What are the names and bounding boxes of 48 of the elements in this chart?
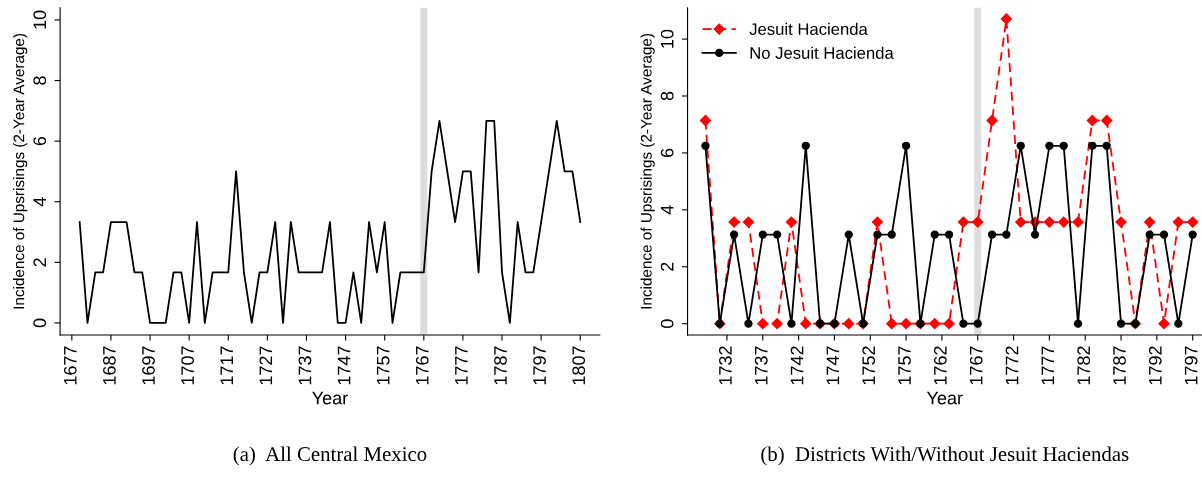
y-tick-label: 0 bbox=[660, 319, 674, 328]
x-tick-label: 1777 bbox=[455, 346, 468, 385]
x-tick-label: 1677 bbox=[63, 346, 77, 385]
legend-label: Jesuit Hacienda bbox=[749, 22, 868, 36]
legend-label: No Jesuit Hacienda bbox=[750, 46, 894, 59]
x-tick-label: 1697 bbox=[142, 346, 155, 385]
x-tick-label: 1807 bbox=[572, 346, 586, 385]
y-tick-label: 6 bbox=[33, 136, 47, 146]
x-axis-title: Year bbox=[926, 391, 963, 405]
x-tick-label: 1777 bbox=[1041, 346, 1055, 385]
x-tick-label: 1747 bbox=[826, 346, 840, 385]
x-tick-label: 1762 bbox=[933, 346, 947, 385]
y-tick-label: 8 bbox=[33, 76, 47, 85]
y-tick-label: 0 bbox=[33, 318, 47, 328]
y-tick-label: 4 bbox=[33, 197, 46, 207]
y-tick-label: 2 bbox=[33, 258, 46, 267]
x-tick-label: 1797 bbox=[533, 346, 546, 385]
x-tick-label: 1737 bbox=[754, 346, 768, 385]
y-axis-title: Incidence of Upsrisings (2-Year Average) bbox=[13, 33, 28, 309]
text: (b) Districts With/Without Jesuit Haciendas bbox=[761, 446, 1129, 466]
x-tick-label: 1757 bbox=[376, 346, 390, 385]
x-tick-label: 1782 bbox=[1077, 346, 1091, 385]
x-tick-label: 1732 bbox=[719, 346, 732, 385]
x-tick-label: 1742 bbox=[790, 346, 804, 385]
y-tick-label: 2 bbox=[660, 262, 674, 271]
x-tick-label: 1787 bbox=[494, 346, 507, 385]
x-tick-label: 1787 bbox=[1113, 346, 1126, 385]
x-tick-label: 1707 bbox=[181, 346, 195, 385]
y-tick-label: 4 bbox=[660, 205, 674, 215]
text: (a) All Central Mexico bbox=[233, 446, 427, 466]
x-tick-label: 1752 bbox=[862, 346, 876, 385]
x-tick-label: 1727 bbox=[259, 346, 273, 385]
x-tick-label: 1717 bbox=[220, 346, 233, 385]
x-tick-label: 1737 bbox=[298, 346, 312, 385]
y-axis-title: Incidence of Upsrisings (2-Year Average) bbox=[640, 33, 655, 309]
x-tick-label: 1767 bbox=[415, 346, 429, 385]
x-axis-title: Year bbox=[312, 391, 348, 405]
x-tick-label: 1772 bbox=[1005, 346, 1019, 385]
y-tick-label: 8 bbox=[660, 91, 674, 101]
x-tick-label: 1757 bbox=[898, 346, 911, 385]
x-tick-label: 1767 bbox=[969, 346, 983, 385]
x-tick-label: 1747 bbox=[337, 346, 351, 385]
y-tick-label: 10 bbox=[660, 29, 674, 48]
x-tick-label: 1792 bbox=[1148, 346, 1162, 385]
x-tick-label: 1797 bbox=[1184, 346, 1198, 385]
y-tick-label: 10 bbox=[33, 10, 47, 29]
y-tick-label: 6 bbox=[660, 148, 674, 158]
x-tick-label: 1687 bbox=[103, 346, 116, 385]
